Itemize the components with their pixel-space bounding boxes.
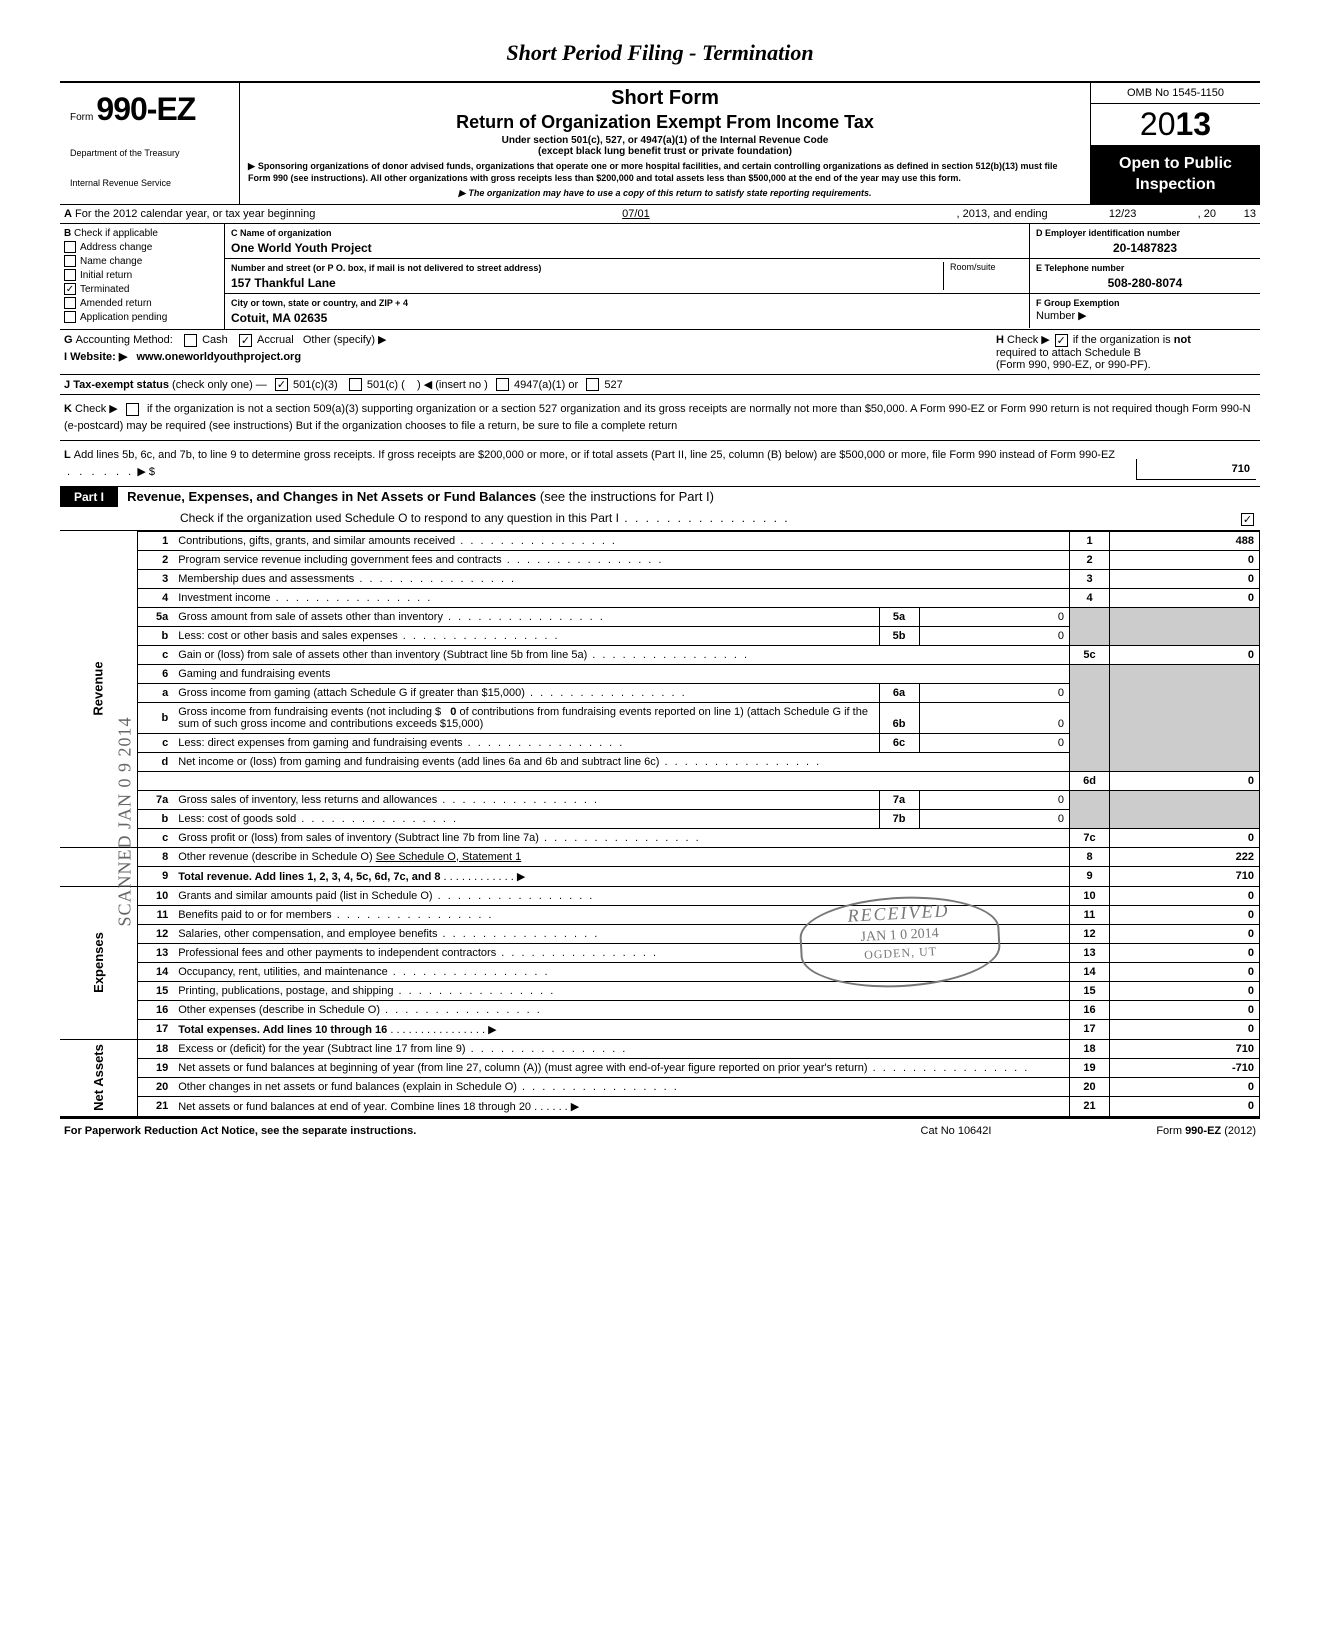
chk-k[interactable] [126,403,139,416]
form-number: 990-EZ [96,91,195,127]
sponsor-text: Sponsoring organizations of donor advise… [248,161,1082,184]
chk-initial[interactable]: Initial return [64,269,220,281]
open-public-badge: Open to Public Inspection [1091,146,1260,204]
subtitle-2: (except black lung benefit trust or priv… [248,146,1082,157]
street-address: 157 Thankful Lane [231,276,943,290]
form-number-box: Form 990-EZ Department of the Treasury I… [60,83,240,204]
city-box: City or town, state or country, and ZIP … [225,294,1030,328]
dept-2: Internal Revenue Service [70,178,229,188]
header-right: OMB No 1545-1150 2013 Open to Public Ins… [1090,83,1260,204]
chk-501c3[interactable]: ✓ [275,378,288,391]
addr-box: Number and street (or P O. box, if mail … [225,259,1030,294]
header-center: Short Form Return of Organization Exempt… [240,83,1090,204]
line1-amt: 488 [1110,531,1260,550]
chk-accrual[interactable]: ✓ [239,334,252,347]
side-revenue: Revenue [91,662,106,716]
ein: 20-1487823 [1036,241,1254,255]
row-j: J Tax-exempt status (check only one) — ✓… [60,375,1260,396]
chk-cash[interactable] [184,334,197,347]
part1-title: Revenue, Expenses, and Changes in Net As… [127,489,714,504]
gross-receipts: 710 [1136,459,1256,481]
dept-1: Department of the Treasury [70,148,229,158]
footer-left: For Paperwork Reduction Act Notice, see … [64,1125,856,1137]
scanned-stamp: SCANNED JAN 0 9 2014 [115,716,136,926]
year-prefix: 20 [1140,106,1176,142]
table-container: SCANNED JAN 0 9 2014 Revenue 1Contributi… [60,531,1260,1117]
part1-sub: Check if the organization used Schedule … [60,507,1260,530]
phone: 508-280-8074 [1036,276,1254,290]
row-k: K Check ▶ if the organization is not a s… [60,395,1260,441]
main-title: Return of Organization Exempt From Incom… [248,112,1082,133]
row-a-begin: 07/01 [315,208,956,220]
part1-header-row: Part I Revenue, Expenses, and Changes in… [60,486,1260,507]
org-name: One World Youth Project [231,241,1023,255]
col-b: B Check if applicable Address change Nam… [60,224,225,329]
chk-527[interactable] [586,378,599,391]
name-box: C Name of organization One World Youth P… [225,224,1030,259]
chk-schedule-b[interactable]: ✓ [1055,334,1068,347]
form-header: Form 990-EZ Department of the Treasury I… [60,81,1260,205]
b-hint: Check if applicable [74,228,158,239]
chk-pending[interactable]: Application pending [64,311,220,323]
chk-terminated[interactable]: ✓Terminated [64,283,220,295]
row-a-end2: , 20 [1198,208,1216,220]
chk-501c[interactable] [349,378,362,391]
side-netassets: Net Assets [91,1044,106,1111]
row-c-name: C Name of organization One World Youth P… [225,224,1260,259]
footer-form: Form 990-EZ (2012) [1056,1125,1256,1137]
chk-schedule-o[interactable]: ✓ [1241,513,1254,526]
row-address: Number and street (or P O. box, if mail … [225,259,1260,294]
copy-note: The organization may have to use a copy … [248,188,1082,200]
omb-number: OMB No 1545-1150 [1091,83,1260,104]
row-g-h: G Accounting Method: Cash ✓ Accrual Othe… [60,330,1260,375]
row-a: A For the 2012 calendar year, or tax yea… [60,205,1260,224]
tax-year: 2013 [1091,104,1260,146]
footer-cat: Cat No 10642I [856,1125,1056,1137]
room-suite: Room/suite [943,262,1023,290]
col-cde: C Name of organization One World Youth P… [225,224,1260,329]
row-a-mid: , 2013, and ending [957,208,1048,220]
f-box: F Group Exemption Number ▶ [1030,294,1260,328]
short-form-label: Short Form [248,87,1082,110]
chk-amended[interactable]: Amended return [64,297,220,309]
part1-label: Part I [60,487,118,507]
year-suffix: 13 [1176,106,1212,142]
row-a-text: For the 2012 calendar year, or tax year … [75,208,315,220]
form-prefix: Form [70,112,93,123]
row-city: City or town, state or country, and ZIP … [225,294,1260,328]
city-state-zip: Cotuit, MA 02635 [231,311,1023,325]
row-l: L Add lines 5b, 6c, and 7b, to line 9 to… [60,441,1260,486]
subtitle-1: Under section 501(c), 527, or 4947(a)(1)… [248,135,1082,146]
section-b-cde: B Check if applicable Address change Nam… [60,224,1260,330]
d-box: D Employer identification number 20-1487… [1030,224,1260,259]
page-title: Short Period Filing - Termination [60,40,1260,66]
chk-4947[interactable] [496,378,509,391]
chk-name[interactable]: Name change [64,255,220,267]
side-expenses: Expenses [91,932,106,993]
row-a-end3: 13 [1216,208,1256,220]
row-a-label: A [64,208,72,220]
website: www.oneworldyouthproject.org [136,351,301,363]
row-a-end: 12/23 [1048,208,1198,220]
financial-table: Revenue 1Contributions, gifts, grants, a… [60,531,1260,1117]
e-box: E Telephone number 508-280-8074 [1030,259,1260,294]
b-label: B [64,228,71,239]
chk-address[interactable]: Address change [64,241,220,253]
footer: For Paperwork Reduction Act Notice, see … [60,1117,1260,1143]
